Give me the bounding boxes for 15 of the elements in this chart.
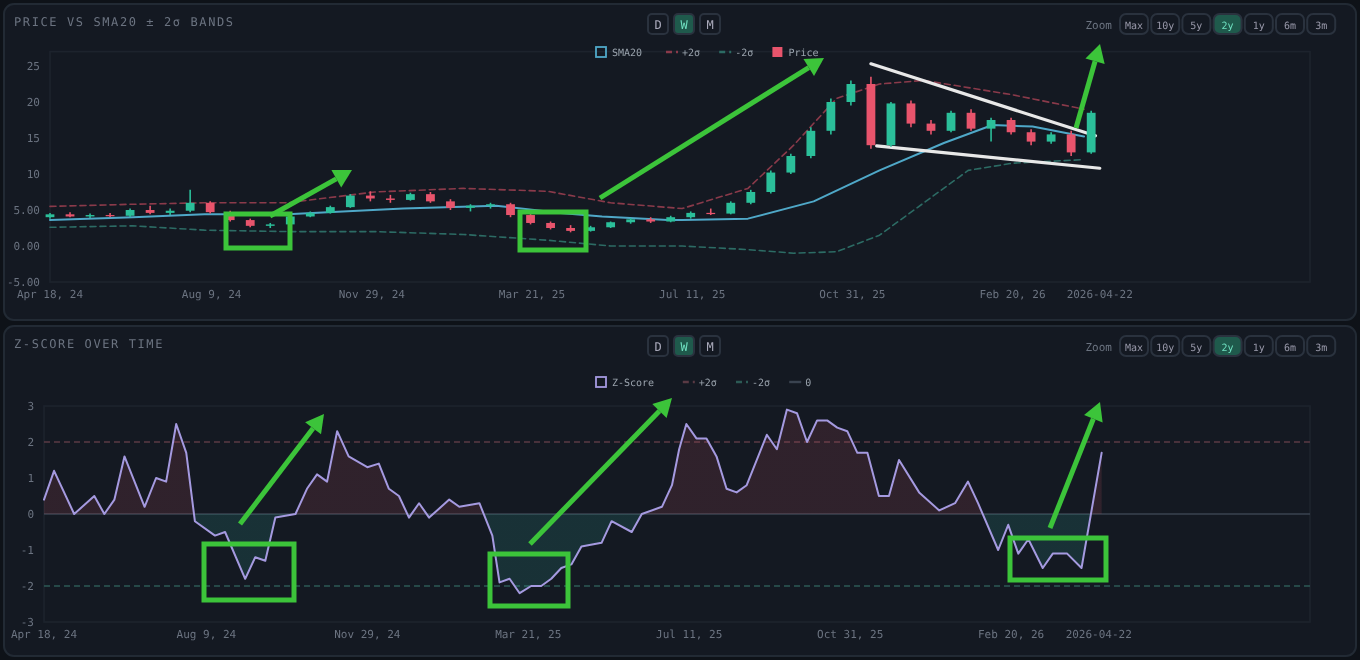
line-series [49,79,1085,210]
candlestick [846,79,856,107]
candlestick [806,126,816,159]
candlestick [786,153,796,175]
candlestick [185,189,195,213]
candlestick [886,101,896,148]
candlestick [826,97,836,136]
line-series [49,158,1085,254]
candlestick [986,117,996,143]
candlestick [766,169,776,195]
candlestick [906,99,916,128]
candlestick [1066,130,1076,157]
candlestick [1086,109,1096,155]
candlestick [966,108,976,132]
candlestick [946,109,956,134]
